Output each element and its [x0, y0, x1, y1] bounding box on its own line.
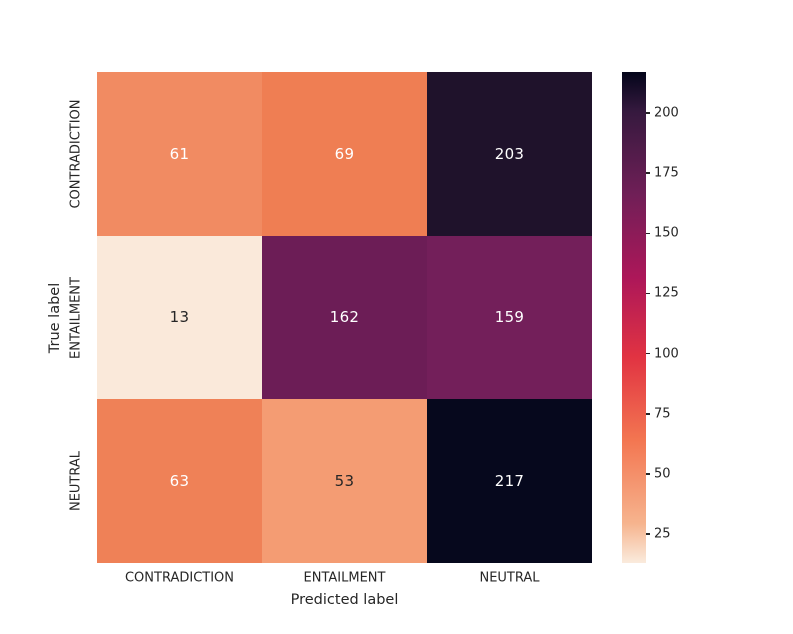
colorbar-tick-label: 100	[654, 346, 679, 362]
heatmap-cell: 203	[427, 72, 592, 236]
colorbar-tick-label: 200	[654, 105, 679, 121]
cell-value: 13	[169, 308, 190, 327]
colorbar-tick-mark	[646, 232, 650, 234]
y-tick-label: NEUTRAL	[68, 451, 84, 512]
cell-value: 61	[169, 144, 190, 163]
y-tick-label: CONTRADICTION	[68, 99, 84, 209]
colorbar-tick-label: 75	[654, 406, 671, 422]
x-tick-label: ENTAILMENT	[303, 570, 386, 586]
colorbar-tick-mark	[646, 292, 650, 295]
colorbar-tick-mark	[646, 533, 650, 535]
cell-value: 217	[494, 472, 525, 491]
x-tick-label: NEUTRAL	[479, 570, 540, 586]
colorbar-tick-mark	[646, 473, 650, 475]
cell-value: 63	[169, 472, 190, 491]
colorbar-tick-label: 125	[654, 285, 679, 301]
colorbar-tick-mark	[646, 352, 650, 355]
colorbar-tick-label: 50	[654, 466, 671, 482]
heatmap-cell: 69	[262, 72, 427, 236]
cell-value: 203	[494, 144, 525, 163]
heatmap-grid: 61 69 203 13 162 159 63 53 217	[97, 72, 592, 563]
heatmap-cell: 159	[427, 235, 592, 400]
cell-value: 53	[334, 472, 355, 491]
colorbar	[622, 72, 646, 563]
colorbar-tick-label: 150	[654, 225, 679, 241]
heatmap-cell: 61	[97, 72, 262, 236]
cell-value: 69	[334, 144, 355, 163]
colorbar-tick-mark	[646, 112, 650, 114]
x-tick-label: CONTRADICTION	[124, 570, 235, 586]
heatmap-cell: 162	[262, 235, 427, 400]
heatmap-cell: 217	[427, 399, 592, 563]
cell-value: 159	[494, 308, 525, 327]
y-axis-label: True label	[47, 282, 63, 353]
colorbar-tick-mark	[646, 413, 650, 415]
heatmap-cell: 13	[97, 235, 262, 400]
colorbar-tick-mark	[646, 172, 650, 174]
x-axis-label: Predicted label	[290, 592, 399, 608]
colorbar-tick-label: 175	[654, 165, 679, 181]
y-tick-label: ENTAILMENT	[68, 276, 84, 359]
heatmap-cell: 63	[97, 399, 262, 563]
cell-value: 162	[329, 308, 360, 327]
colorbar-tick-label: 25	[654, 526, 671, 542]
heatmap-cell: 53	[262, 399, 427, 563]
